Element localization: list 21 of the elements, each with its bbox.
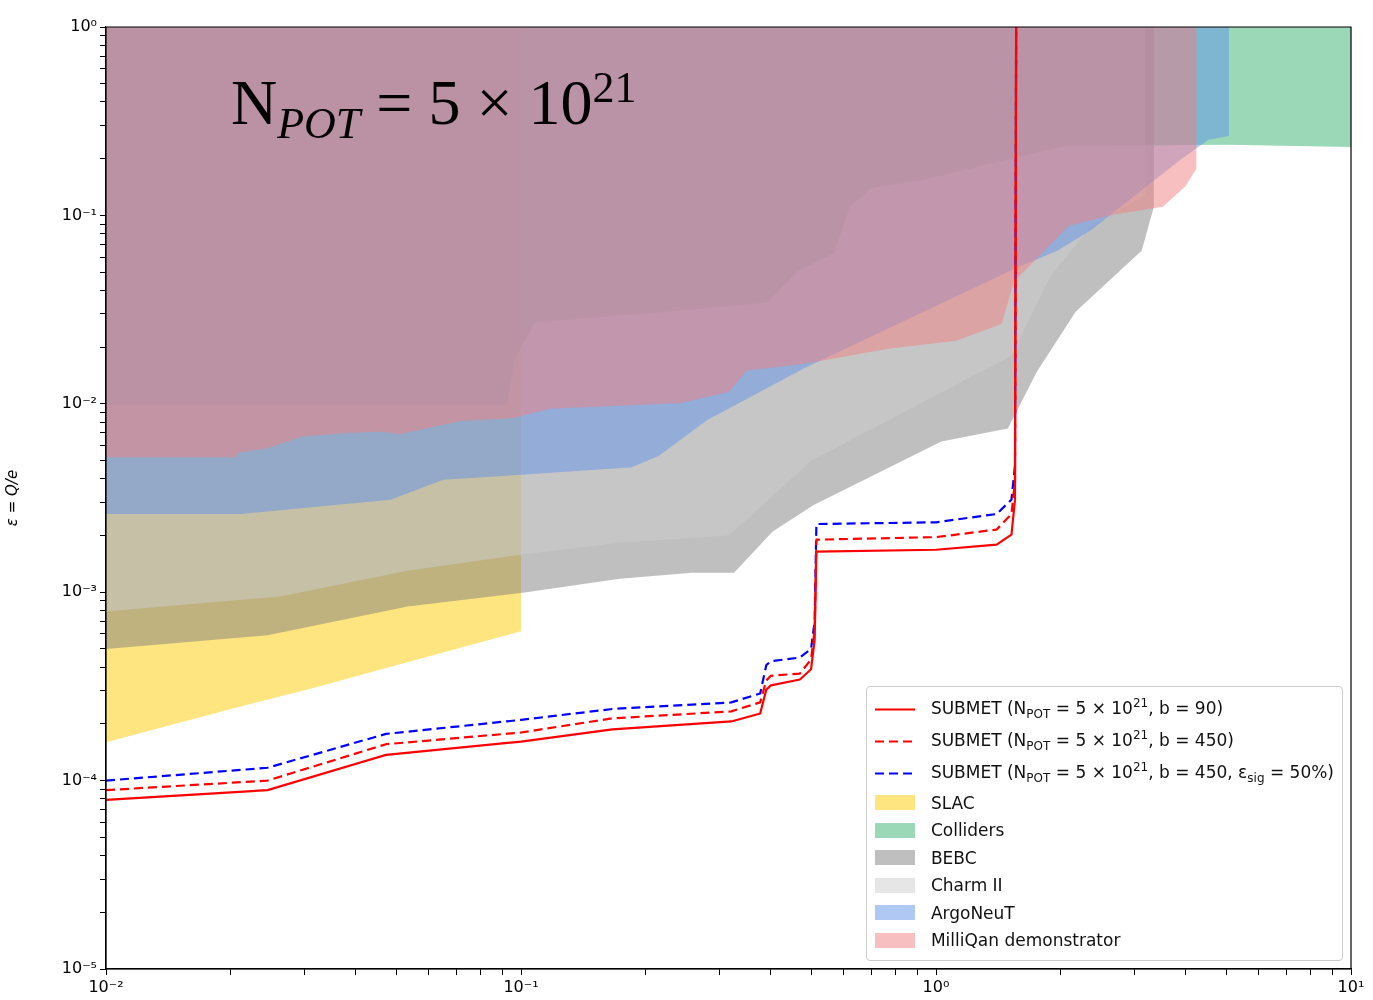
legend-label: Colliders [930,820,1005,841]
legend-label: SUBMET (N$_{POT}$ = 5 × 10$^{21}$, b = 450) [930,728,1234,754]
y-tick-label: 10⁰ [70,16,97,36]
legend-label: Charm II [930,875,1003,896]
y-tick-label: 10⁻⁴ [61,769,97,789]
legend-label: BEBC [930,847,977,868]
y-tick-label: 10⁻³ [61,581,97,601]
legend-label: SUBMET (N$_{POT}$ = 5 × 10$^{21}$, b = 450, ε$_{sig}$ = 50%) [930,760,1334,786]
y-tick-label: 10⁻² [61,392,97,412]
x-tick-label: 10⁻¹ [503,976,539,996]
legend-label: SLAC [930,792,975,813]
y-axis-title: ε = Q/e [2,469,21,527]
legend-label: SUBMET (N$_{POT}$ = 5 × 10$^{21}$, b = 90) [930,696,1224,722]
x-tick-label: 10⁰ [922,976,950,996]
x-tick-label: 10¹ [1337,976,1365,996]
legend-label: ArgoNeuT [930,902,1015,923]
legend-label: MilliQan demonstrator [930,930,1121,951]
y-tick-label: 10⁻⁵ [61,958,97,978]
annotation: N$_{POT}$ = 5 × 10$^{21}$ [231,62,637,150]
x-tick-label: 10⁻² [88,976,124,996]
y-tick-label: 10⁻¹ [61,204,97,224]
